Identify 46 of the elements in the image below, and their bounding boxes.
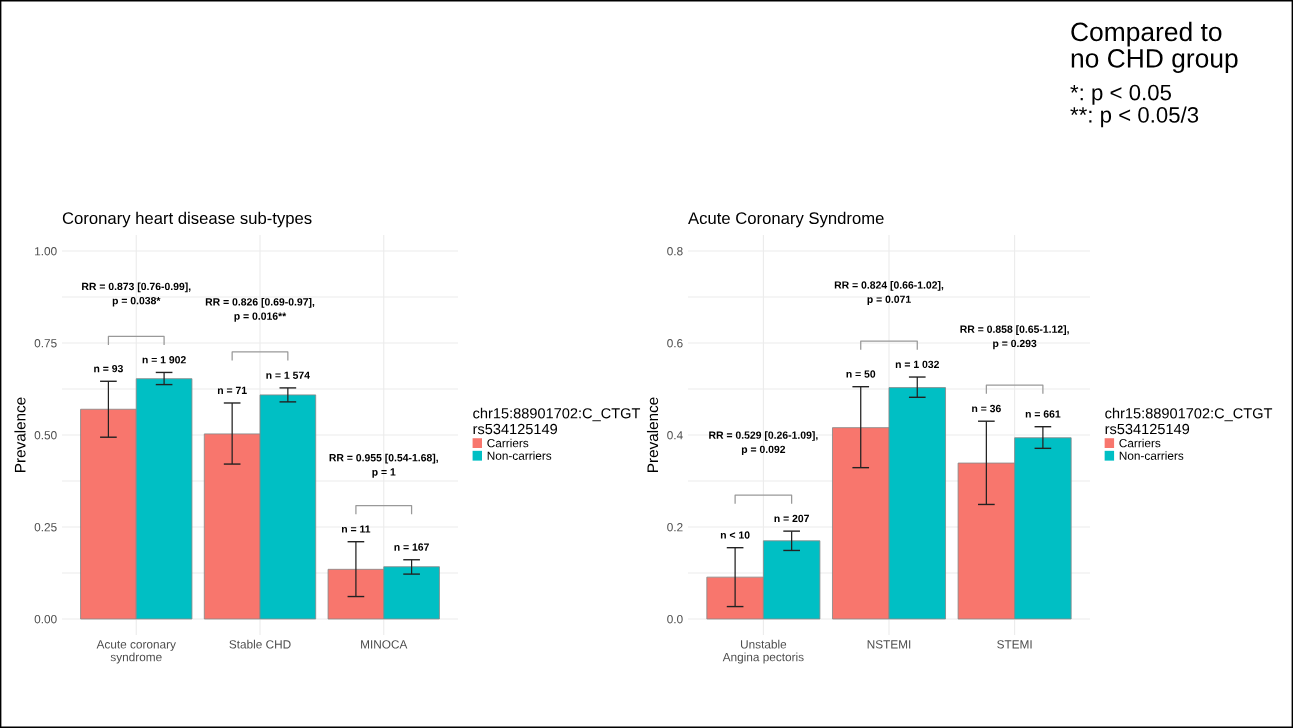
annotation: RR = 0.873 [0.76-0.99], p = 0.038* xyxy=(82,282,191,307)
annotation: n = 93 xyxy=(94,364,123,373)
annotation: n = 36 xyxy=(972,404,1001,413)
annotation: n = 1 574 xyxy=(266,371,310,379)
annotation: n = 1 902 xyxy=(142,356,186,364)
y-tick-label: 0.00 xyxy=(34,615,57,624)
annotation: n = 11 xyxy=(341,525,371,533)
y-tick-label: 0.50 xyxy=(34,431,57,440)
x-tick-label: NSTEMI xyxy=(867,640,911,649)
annotation: RR = 0.826 [0.69-0.97], p = 0.016** xyxy=(205,297,315,322)
chart-title: Coronary heart disease sub-types xyxy=(62,211,312,228)
annotation: RR = 0.824 [0.66-1.02], p = 0.071 xyxy=(834,281,944,306)
y-axis-title: Prevalence xyxy=(646,397,659,472)
annotation: n = 661 xyxy=(1025,410,1061,418)
annotation: n < 10 xyxy=(720,531,750,539)
x-tick-label: Unstable Angina pectoris xyxy=(722,639,804,664)
y-tick-label: 0.25 xyxy=(34,523,57,532)
text: *: p < 0.05 **: p < 0.05/3 xyxy=(1070,84,1199,128)
text: Compared to no CHD group xyxy=(1071,21,1238,73)
y-tick-label: 0.4 xyxy=(667,431,683,440)
annotation: n = 71 xyxy=(217,386,247,394)
y-tick-label: 0.8 xyxy=(667,247,683,256)
annotation: n = 167 xyxy=(394,543,429,551)
y-tick-label: 0.2 xyxy=(667,523,683,532)
legend-title: chr15:88901702:C_CTGT rs534125149 xyxy=(473,407,641,435)
x-tick-label: Acute coronary syndrome xyxy=(96,640,176,664)
chart-title: Acute Coronary Syndrome xyxy=(688,211,884,228)
annotation: RR = 0.955 [0.54-1.68], p = 1 xyxy=(329,453,438,478)
annotation: n = 50 xyxy=(846,370,876,378)
annotation: RR = 0.858 [0.65-1.12], p = 0.293 xyxy=(960,325,1069,350)
x-tick-label: Stable CHD xyxy=(229,639,291,649)
y-axis-title: Prevalence xyxy=(14,397,26,472)
legend-label: Non-carriers xyxy=(1119,451,1184,460)
y-tick-label: 0.6 xyxy=(667,339,683,348)
x-tick-label: MINOCA xyxy=(361,640,408,649)
x-tick-label: STEMI xyxy=(997,640,1032,649)
legend-title: chr15:88901702:C_CTGT rs534125149 xyxy=(1105,407,1273,435)
legend-label: Carriers xyxy=(1119,438,1161,448)
legend-label: Carriers xyxy=(487,438,529,448)
y-tick-label: 0.75 xyxy=(34,339,57,348)
y-tick-label: 0.0 xyxy=(667,615,683,624)
annotation: RR = 0.529 [0.26-1.09], p = 0.092 xyxy=(709,431,818,456)
legend-label: Non-carriers xyxy=(487,451,552,460)
annotation: n = 207 xyxy=(774,514,809,523)
y-tick-label: 1.00 xyxy=(35,247,57,256)
annotation: n = 1 032 xyxy=(895,360,939,369)
